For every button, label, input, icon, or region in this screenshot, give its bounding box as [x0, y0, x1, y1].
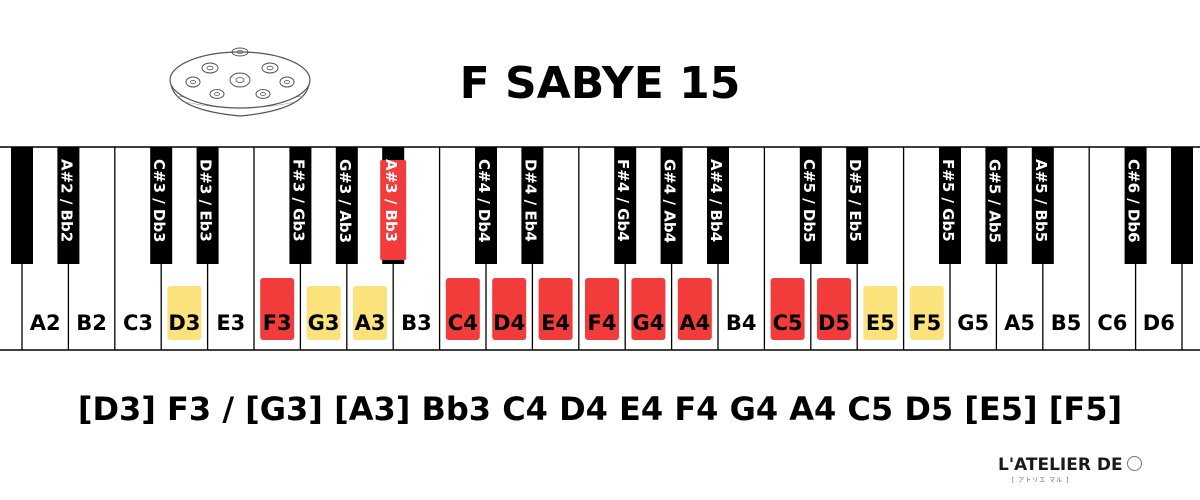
brand-name: L'ATELIER DE — [998, 455, 1123, 475]
highlight-g3 — [306, 286, 341, 340]
circle-icon — [1126, 455, 1142, 471]
black-key-gs4: G#4 / Ab4 — [660, 147, 683, 264]
white-key-label: D3 — [168, 311, 200, 335]
highlight-e4 — [538, 278, 573, 340]
black-key-label: A#4 / Bb4 — [707, 159, 725, 242]
white-key-c6: C6 — [1088, 147, 1127, 350]
black-key-label: D#3 / Eb3 — [197, 159, 215, 242]
white-key-label: G3 — [308, 311, 340, 335]
highlight-f5 — [909, 286, 944, 340]
white-key-label: A3 — [355, 311, 386, 335]
black-key-cs5: C#5 / Db5 — [799, 147, 822, 264]
white-key-f3: F3 — [253, 147, 292, 350]
highlight-a4 — [677, 278, 712, 340]
black-key-label: C#4 / Db4 — [475, 159, 493, 243]
brand-logo: L'ATELIER DE — [998, 455, 1142, 475]
black-key-label: A#3 / Bb3 — [382, 159, 400, 242]
black-key-label: D#4 / Eb4 — [521, 159, 539, 242]
white-key-label: F5 — [912, 311, 941, 335]
black-key-cs4: C#4 / Db4 — [475, 147, 497, 264]
brand-subtitle: [ アトリエ マル ] — [1012, 477, 1070, 484]
white-key-label: B4 — [726, 311, 757, 335]
highlight-f3 — [260, 278, 295, 340]
black-key — [11, 147, 33, 264]
highlight-d4 — [492, 278, 527, 340]
white-key-c5: C5 — [763, 147, 803, 350]
black-key-label: C#3 / Db3 — [150, 159, 168, 243]
white-key-label: E5 — [866, 311, 895, 335]
highlight-e5 — [863, 286, 898, 340]
black-key-label: D#5 / Eb5 — [846, 159, 864, 242]
white-key-label: C4 — [448, 311, 478, 335]
black-key-label: F#4 / Gb4 — [614, 159, 632, 242]
black-key-label: F#3 / Gb3 — [289, 159, 307, 242]
black-key-label: C#6 / Db6 — [1125, 159, 1143, 243]
black-key-label: A#5 / Bb5 — [1032, 159, 1050, 242]
handpan-icon — [169, 47, 311, 117]
black-key-gs5: G#5 / Ab5 — [985, 147, 1008, 264]
black-key-fs4: F#4 / Gb4 — [614, 147, 637, 264]
white-key-label: E4 — [541, 311, 570, 335]
white-key-f5: F5 — [902, 147, 941, 350]
white-key-label: C6 — [1097, 311, 1127, 335]
white-key-label: C5 — [773, 311, 803, 335]
highlight-d5 — [817, 278, 851, 340]
black-key-fs3: F#3 / Gb3 — [289, 147, 312, 264]
black-key-ds4: D#4 / Eb4 — [521, 147, 544, 264]
white-key-label: G5 — [957, 311, 989, 335]
white-key-label: G4 — [632, 311, 664, 335]
highlight-a3 — [353, 286, 387, 340]
white-key-f4: F4 — [578, 147, 617, 350]
black-key-label: G#4 / Ab4 — [661, 159, 679, 243]
white-key-d3: D3 — [160, 147, 200, 350]
black-key-fs5: F#5 / Gb5 — [939, 147, 961, 264]
white-key-e4: E4 — [531, 147, 570, 350]
highlight-black-key — [380, 160, 407, 260]
white-key-label: B5 — [1051, 311, 1082, 335]
white-key-label: A5 — [1004, 311, 1035, 335]
black-key-label: F#5 / Gb5 — [939, 159, 957, 242]
black-key-as2: A#2 / Bb2 — [57, 147, 80, 264]
white-key-label: B2 — [76, 311, 107, 335]
white-key-label: A4 — [679, 311, 710, 335]
white-key-label: E3 — [216, 311, 245, 335]
black-key-ds5: D#5 / Eb5 — [846, 147, 869, 264]
black-key-as4: A#4 / Bb4 — [707, 147, 729, 264]
highlight-c4 — [445, 278, 480, 340]
white-key-label: D6 — [1143, 311, 1175, 335]
white-key-label: C3 — [123, 311, 153, 335]
white-key-label: F3 — [263, 311, 292, 335]
highlight-g4 — [631, 278, 666, 340]
black-key-label: G#5 / Ab5 — [985, 159, 1003, 243]
white-key-c4: C4 — [438, 147, 478, 350]
black-key-ds3: D#3 / Eb3 — [196, 147, 219, 264]
white-key-label: F4 — [588, 311, 617, 335]
black-key-cs3: C#3 / Db3 — [150, 147, 173, 264]
highlight-c5 — [770, 278, 805, 340]
scale-notes: [D3] F3 / [G3] [A3] Bb3 C4 D4 E4 F4 G4 A… — [77, 390, 1123, 428]
white-key-label: D5 — [818, 311, 850, 335]
page-title: F SABYE 15 — [459, 58, 741, 109]
white-key-g5: G5 — [949, 147, 989, 350]
white-key-label: D4 — [493, 311, 525, 335]
black-key-cs6: C#6 / Db6 — [1124, 147, 1147, 264]
highlight-f4 — [585, 278, 619, 340]
black-key-as5: A#5 / Bb5 — [1031, 147, 1054, 264]
white-key-label: A2 — [30, 311, 61, 335]
black-key-label: G#3 / Ab3 — [336, 159, 354, 243]
black-key-gs3: G#3 / Ab3 — [335, 147, 358, 264]
black-key-label: A#2 / Bb2 — [57, 159, 75, 242]
white-key-c3: C3 — [114, 147, 153, 350]
black-key-as3: A#3 / Bb3 — [380, 147, 407, 264]
black-key — [1171, 147, 1193, 264]
black-key-label: C#5 / Db5 — [800, 159, 818, 243]
white-key-label: B3 — [401, 311, 432, 335]
highlight-d3 — [167, 286, 202, 340]
